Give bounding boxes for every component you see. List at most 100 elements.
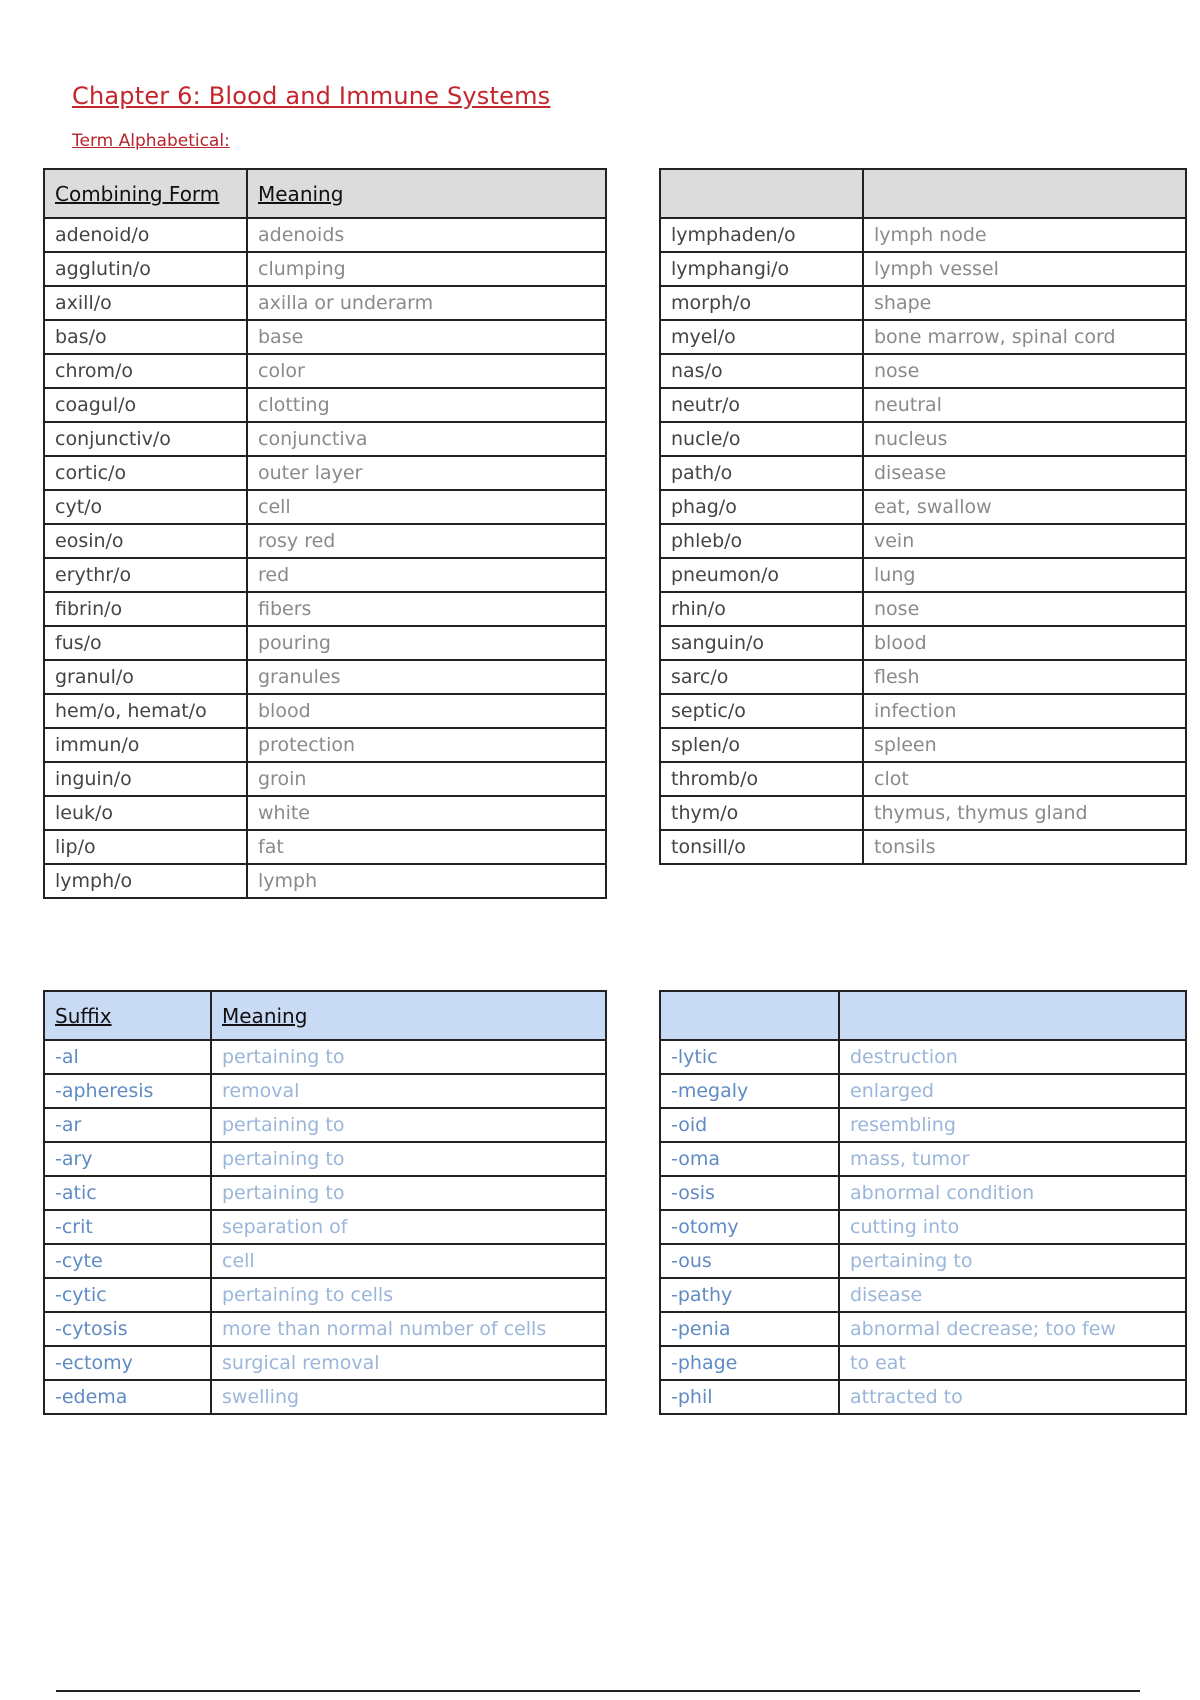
meaning-cell: lymph vessel bbox=[862, 251, 1187, 287]
table-row: -al pertaining to bbox=[43, 1039, 607, 1075]
column-header bbox=[838, 990, 1187, 1041]
table-row: lymphangi/o lymph vessel bbox=[659, 251, 1187, 287]
table-row: -phil attracted to bbox=[659, 1379, 1187, 1415]
meaning-cell: adenoids bbox=[246, 217, 607, 253]
table-row: -crit separation of bbox=[43, 1209, 607, 1245]
term-cell: -atic bbox=[43, 1175, 212, 1211]
table-row: -atic pertaining to bbox=[43, 1175, 607, 1211]
table-row: cortic/o outer layer bbox=[43, 455, 607, 491]
term-cell: fibrin/o bbox=[43, 591, 248, 627]
table-row: splen/o spleen bbox=[659, 727, 1187, 763]
table-row: adenoid/o adenoids bbox=[43, 217, 607, 253]
term-cell: lymphaden/o bbox=[659, 217, 864, 253]
table-row: -phage to eat bbox=[659, 1345, 1187, 1381]
table-row: sarc/o flesh bbox=[659, 659, 1187, 695]
table-row: granul/o granules bbox=[43, 659, 607, 695]
meaning-cell: disease bbox=[862, 455, 1187, 491]
meaning-cell: lung bbox=[862, 557, 1187, 593]
meaning-cell: clot bbox=[862, 761, 1187, 797]
table-row: chrom/o color bbox=[43, 353, 607, 389]
meaning-cell: thymus, thymus gland bbox=[862, 795, 1187, 831]
meaning-cell: mass, tumor bbox=[838, 1141, 1187, 1177]
table-row: septic/o infection bbox=[659, 693, 1187, 729]
term-cell: conjunctiv/o bbox=[43, 421, 248, 457]
table-row: lymphaden/o lymph node bbox=[659, 217, 1187, 253]
meaning-cell: resembling bbox=[838, 1107, 1187, 1143]
meaning-cell: destruction bbox=[838, 1039, 1187, 1075]
meaning-cell: blood bbox=[862, 625, 1187, 661]
table-row: -otomy cutting into bbox=[659, 1209, 1187, 1245]
meaning-cell: white bbox=[246, 795, 607, 831]
meaning-cell: infection bbox=[862, 693, 1187, 729]
table-row: inguin/o groin bbox=[43, 761, 607, 797]
term-cell: -oid bbox=[659, 1107, 840, 1143]
term-cell: lymphangi/o bbox=[659, 251, 864, 287]
column-header: Combining Form bbox=[43, 168, 248, 219]
term-cell: pneumon/o bbox=[659, 557, 864, 593]
meaning-cell: lymph node bbox=[862, 217, 1187, 253]
meaning-cell: rosy red bbox=[246, 523, 607, 559]
term-cell: septic/o bbox=[659, 693, 864, 729]
meaning-cell: clumping bbox=[246, 251, 607, 287]
term-cell: myel/o bbox=[659, 319, 864, 355]
meaning-cell: nose bbox=[862, 353, 1187, 389]
meaning-cell: lymph bbox=[246, 863, 607, 899]
meaning-cell: fibers bbox=[246, 591, 607, 627]
term-cell: -otomy bbox=[659, 1209, 840, 1245]
term-cell: hem/o, hemat/o bbox=[43, 693, 248, 729]
table-row: -oid resembling bbox=[659, 1107, 1187, 1143]
term-cell: inguin/o bbox=[43, 761, 248, 797]
term-cell: morph/o bbox=[659, 285, 864, 321]
table-row: -lytic destruction bbox=[659, 1039, 1187, 1075]
table-row: tonsill/o tonsils bbox=[659, 829, 1187, 865]
term-cell: neutr/o bbox=[659, 387, 864, 423]
table-row: -osis abnormal condition bbox=[659, 1175, 1187, 1211]
meaning-cell: abnormal condition bbox=[838, 1175, 1187, 1211]
term-cell: -megaly bbox=[659, 1073, 840, 1109]
table-row: morph/o shape bbox=[659, 285, 1187, 321]
term-cell: -osis bbox=[659, 1175, 840, 1211]
term-cell: axill/o bbox=[43, 285, 248, 321]
meaning-cell: pertaining to bbox=[210, 1175, 607, 1211]
term-cell: sarc/o bbox=[659, 659, 864, 695]
section-subtitle: Term Alphabetical: bbox=[72, 131, 230, 151]
term-cell: thromb/o bbox=[659, 761, 864, 797]
table-row: thromb/o clot bbox=[659, 761, 1187, 797]
meaning-cell: shape bbox=[862, 285, 1187, 321]
term-cell: -lytic bbox=[659, 1039, 840, 1075]
column-header bbox=[862, 168, 1187, 219]
term-cell: cortic/o bbox=[43, 455, 248, 491]
column-header bbox=[659, 168, 864, 219]
meaning-cell: pertaining to bbox=[838, 1243, 1187, 1279]
meaning-cell: disease bbox=[838, 1277, 1187, 1313]
term-cell: bas/o bbox=[43, 319, 248, 355]
term-cell: tonsill/o bbox=[659, 829, 864, 865]
table-row: -oma mass, tumor bbox=[659, 1141, 1187, 1177]
term-cell: cyt/o bbox=[43, 489, 248, 525]
term-cell: nucle/o bbox=[659, 421, 864, 457]
table-row: hem/o, hemat/o blood bbox=[43, 693, 607, 729]
table-row: -cytosis more than normal number of cells bbox=[43, 1311, 607, 1347]
meaning-cell: to eat bbox=[838, 1345, 1187, 1381]
meaning-cell: removal bbox=[210, 1073, 607, 1109]
table-row: -ous pertaining to bbox=[659, 1243, 1187, 1279]
meaning-cell: color bbox=[246, 353, 607, 389]
table-row: lip/o fat bbox=[43, 829, 607, 865]
meaning-cell: neutral bbox=[862, 387, 1187, 423]
term-cell: leuk/o bbox=[43, 795, 248, 831]
table-row: neutr/o neutral bbox=[659, 387, 1187, 423]
table-row: pneumon/o lung bbox=[659, 557, 1187, 593]
table-row: -cytic pertaining to cells bbox=[43, 1277, 607, 1313]
table-row: fus/o pouring bbox=[43, 625, 607, 661]
meaning-cell: pertaining to bbox=[210, 1039, 607, 1075]
meaning-cell: red bbox=[246, 557, 607, 593]
combining-forms-table-right: lymphaden/o lymph node lymphangi/o lymph ve… bbox=[659, 168, 1187, 865]
table-row: fibrin/o fibers bbox=[43, 591, 607, 627]
term-cell: -ary bbox=[43, 1141, 212, 1177]
table-row: bas/o base bbox=[43, 319, 607, 355]
meaning-cell: spleen bbox=[862, 727, 1187, 763]
term-cell: nas/o bbox=[659, 353, 864, 389]
term-cell: -crit bbox=[43, 1209, 212, 1245]
term-cell: rhin/o bbox=[659, 591, 864, 627]
term-cell: -penia bbox=[659, 1311, 840, 1347]
